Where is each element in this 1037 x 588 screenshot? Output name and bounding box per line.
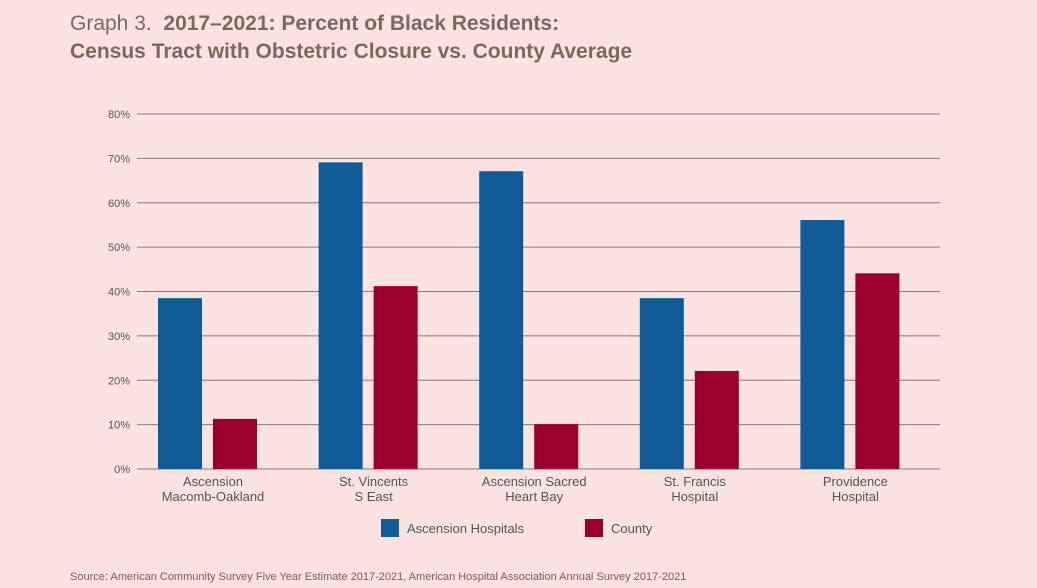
bar-county (855, 273, 900, 469)
y-tick-label: 10% (108, 420, 130, 432)
graph-number: Graph 3. (70, 12, 152, 35)
legend-label: Ascension Hospitals (407, 521, 525, 536)
bar-ascension (158, 298, 202, 469)
y-tick-label: 30% (108, 331, 130, 343)
x-category-label: St. Vincents (339, 474, 409, 489)
bar-county (373, 286, 418, 469)
y-tick-label: 20% (108, 375, 130, 387)
y-tick-label: 80% (108, 109, 130, 121)
x-category-label: Providence (823, 474, 888, 489)
title-line-1: 2017–2021: Percent of Black Residents: (163, 12, 560, 35)
chart-title: Graph 3. 2017–2021: Percent of Black Res… (70, 10, 632, 66)
source-note: Source: American Community Survey Five Y… (70, 571, 687, 583)
bar-ascension (479, 171, 524, 469)
bar-county (534, 424, 579, 469)
x-category-label: Ascension (183, 474, 243, 489)
y-tick-label: 50% (108, 242, 130, 254)
x-category-label: Heart Bay (505, 489, 563, 504)
y-tick-label: 70% (108, 153, 130, 165)
x-category-label: Hospital (671, 489, 718, 504)
x-category-label: Ascension Sacred (482, 474, 587, 489)
bar-ascension (639, 298, 684, 469)
x-category-label: Hospital (832, 489, 879, 504)
bar-ascension (800, 220, 845, 469)
title-line-2: Census Tract with Obstetric Closure vs. … (70, 40, 633, 63)
legend-label: County (611, 521, 653, 536)
x-category-label: Macomb-Oakland (162, 489, 265, 504)
y-tick-label: 60% (108, 198, 130, 210)
legend-swatch (381, 519, 399, 537)
bar-county (694, 370, 739, 469)
bar-county (213, 418, 257, 469)
bar-ascension (318, 162, 363, 469)
y-tick-label: 40% (108, 287, 130, 299)
y-tick-label: 0% (114, 464, 130, 476)
legend-swatch (585, 519, 603, 537)
x-category-label: S East (354, 489, 393, 504)
x-category-label: St. Francis (664, 474, 727, 489)
